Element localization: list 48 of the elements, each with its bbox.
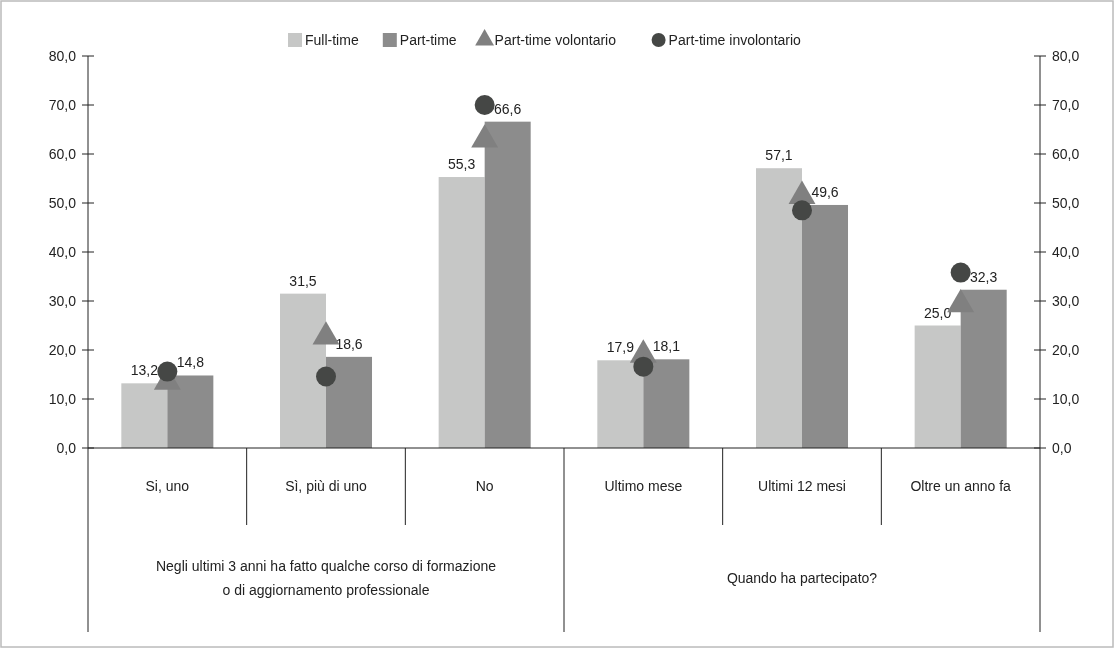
y-tick-label: 50,0: [48, 194, 77, 211]
y-tick-label: 20,0: [48, 341, 77, 358]
data-label: 31,5: [289, 272, 317, 289]
y2-tick-label: 80,0: [1052, 47, 1080, 64]
x-tick-label: Si, uno: [145, 478, 190, 495]
y2-tick-label: 50,0: [1052, 194, 1080, 211]
data-label: 13,2: [130, 362, 159, 379]
text: Quando ha partecipato?: [726, 570, 878, 587]
bar: [597, 360, 644, 448]
y2-tick-label: 40,0: [1052, 243, 1080, 260]
x-tick-label: Oltre un anno fa: [910, 478, 1012, 495]
y-tick-label: 70,0: [48, 96, 77, 113]
x-tick-label: No: [475, 478, 494, 495]
y-tick-label: 10,0: [48, 390, 77, 407]
data-label: 18,1: [652, 338, 681, 355]
y2-tick-label: 10,0: [1052, 390, 1080, 407]
bar: [326, 356, 373, 448]
data-label: 66,6: [494, 100, 522, 117]
y2-tick-label: 30,0: [1052, 292, 1080, 309]
y2-tick-label: 60,0: [1052, 145, 1080, 162]
x-tick-label: Sì, più di uno: [285, 478, 368, 495]
y2-tick-label: 70,0: [1052, 96, 1080, 113]
y-tick-label: 0,0: [56, 439, 77, 456]
y-tick-label: 30,0: [48, 292, 77, 309]
y-tick-label: 60,0: [48, 145, 77, 162]
y2-tick-label: 20,0: [1052, 341, 1080, 358]
data-label: 49,6: [811, 183, 839, 200]
data-label: 57,1: [765, 147, 793, 164]
y-tick-label: 80,0: [48, 47, 77, 64]
data-label: 14,8: [176, 354, 205, 371]
data-label: 55,3: [448, 156, 476, 173]
bar: [755, 168, 802, 448]
text: Negli ultimi 3 anni ha fatto qualche corso di formazione o di aggiornamento professionale: [155, 558, 497, 599]
legend-label: Full-time: [305, 31, 359, 48]
legend-label: Part-time: [399, 31, 457, 48]
bar: [914, 325, 961, 448]
data-label: 18,6: [335, 335, 363, 352]
legend-label: Part-time involontario: [668, 31, 802, 48]
bar: [438, 177, 485, 448]
bar: [279, 293, 326, 448]
data-label: 17,9: [606, 339, 635, 356]
x-tick-label: Ultimi 12 mesi: [758, 478, 846, 495]
y-tick-label: 40,0: [48, 243, 77, 260]
y2-tick-label: 0,0: [1052, 439, 1072, 456]
data-label: 32,3: [970, 268, 998, 285]
bar: [121, 383, 168, 448]
x-tick-label: Ultimo mese: [604, 478, 683, 495]
legend-label: Part-time volontario: [494, 31, 617, 48]
